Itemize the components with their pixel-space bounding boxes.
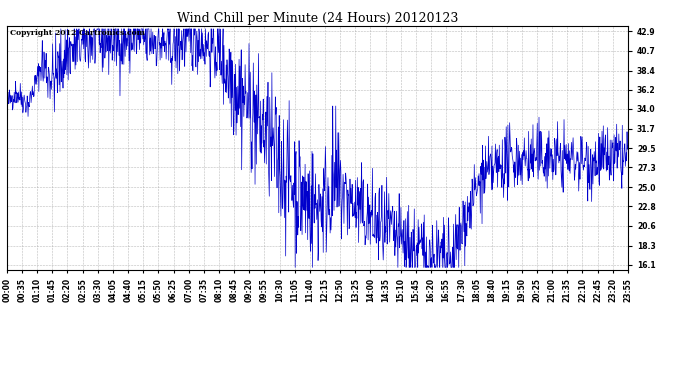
Text: Copyright 2012 Cartronics.com: Copyright 2012 Cartronics.com xyxy=(10,29,145,37)
Title: Wind Chill per Minute (24 Hours) 20120123: Wind Chill per Minute (24 Hours) 2012012… xyxy=(177,12,458,25)
